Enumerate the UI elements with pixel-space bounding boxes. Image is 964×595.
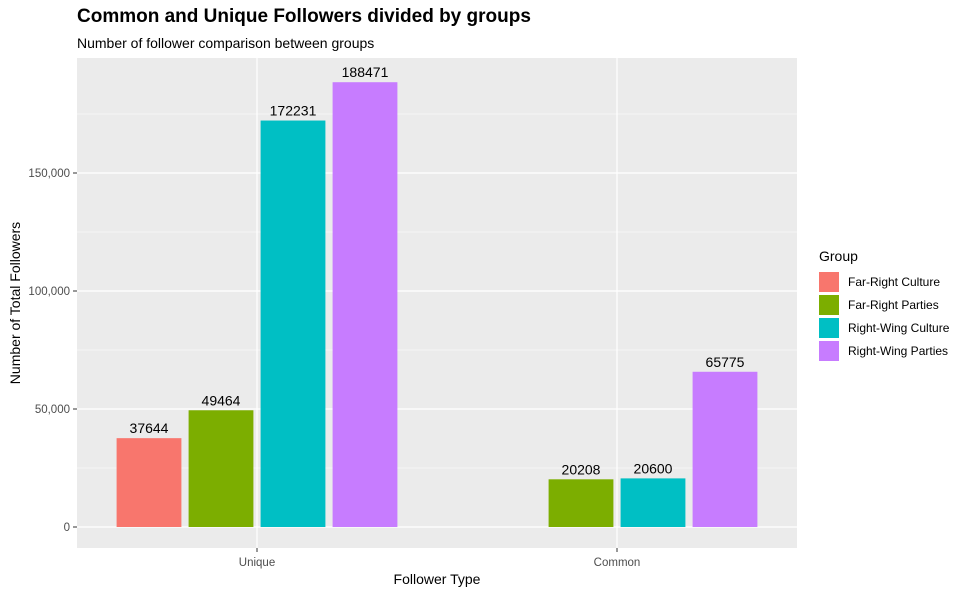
legend-key [819,317,839,338]
bar [548,479,614,527]
bar [332,82,398,528]
bar [260,120,326,527]
legend-item-right-wing-culture: Right-Wing Culture [819,316,949,339]
y-tick-label: 0 [64,522,70,534]
plot-panel [77,58,797,548]
y-tick-label: 50,000 [35,404,70,416]
data-label: 65775 [706,354,745,370]
bar [692,371,758,527]
bar [620,478,686,527]
legend-title: Group [819,248,858,264]
legend-item-far-right-culture: Far-Right Culture [819,270,949,293]
legend-label: Right-Wing Culture [848,320,950,335]
data-label: 188471 [342,64,389,80]
data-label: 49464 [202,392,241,408]
x-tick-label: Common [594,557,641,569]
legend-key [819,271,839,292]
x-tick-label: Unique [239,557,275,569]
legend-item-right-wing-parties: Right-Wing Parties [819,339,949,362]
data-label: 37644 [130,420,169,436]
legend-label: Far-Right Culture [848,274,941,289]
data-label: 20208 [562,461,601,477]
y-tick-label: 100,000 [28,286,70,298]
chart-title: Common and Unique Followers divided by g… [77,6,531,27]
bar [116,438,182,527]
legend-item-far-right-parties: Far-Right Parties [819,293,949,316]
x-axis-title: Follower Type [394,571,481,587]
legend-key [819,340,839,361]
bar [188,410,254,527]
legend-label: Far-Right Parties [848,297,939,312]
legend: Group Far-Right Culture Far-Right Partie… [819,248,949,362]
chart-subtitle: Number of follower comparison between gr… [77,35,375,51]
y-axis-title: Number of Total Followers [7,222,23,384]
data-label: 20600 [634,460,673,476]
y-tick-label: 150,000 [28,168,70,180]
legend-key [819,294,839,315]
legend-label: Right-Wing Parties [848,343,949,358]
data-label: 172231 [270,103,317,119]
